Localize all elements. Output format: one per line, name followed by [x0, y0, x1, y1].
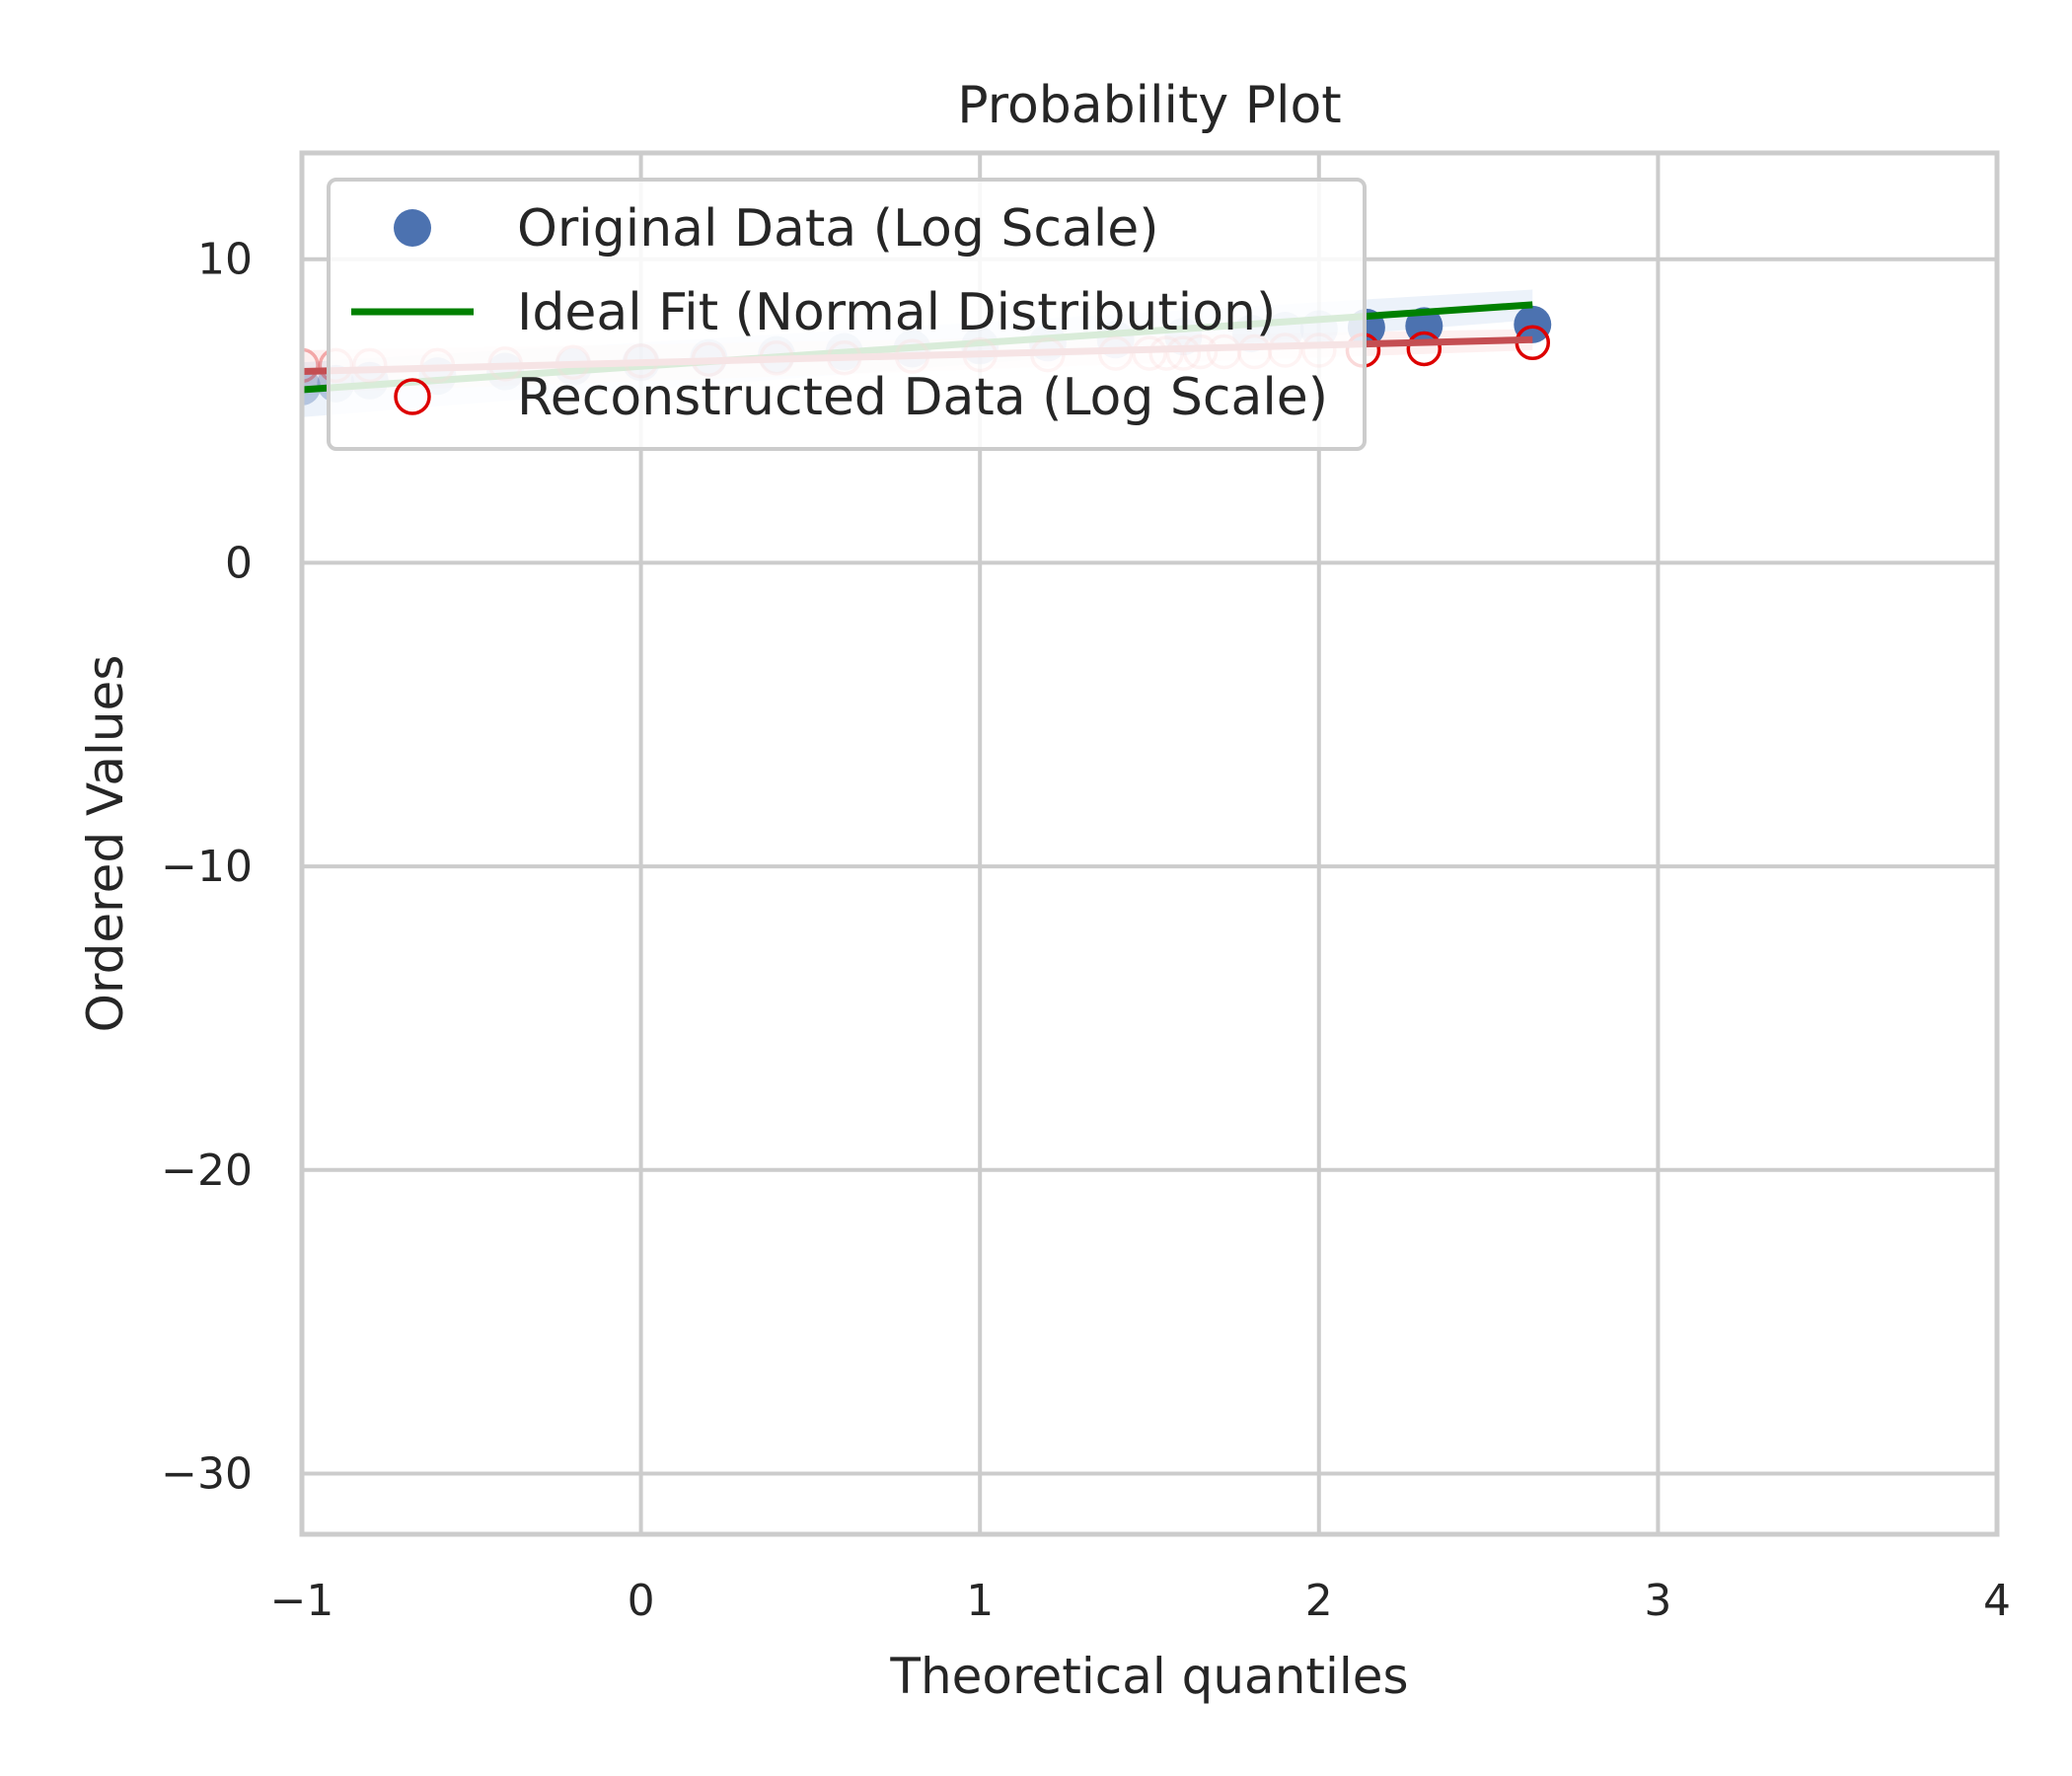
x-tick-label: 3 — [1644, 1576, 1671, 1626]
y-tick-label: 10 — [197, 235, 253, 285]
x-tick-label: −1 — [270, 1576, 334, 1626]
x-tick-label: 0 — [628, 1576, 655, 1626]
y-tick-label: 0 — [225, 538, 253, 588]
plot-frame — [299, 150, 2000, 1537]
reconstructed-data-point — [302, 347, 320, 384]
reconstructed-data-point — [1406, 331, 1443, 367]
legend-marker-reconstructed — [394, 378, 431, 415]
y-tick-label: −20 — [161, 1146, 253, 1196]
y-axis-title: Ordered Values — [77, 655, 134, 1033]
x-tick-label: 1 — [966, 1576, 994, 1626]
legend-label-original: Original Data (Log Scale) — [517, 199, 1159, 259]
original-data-point — [1514, 305, 1552, 343]
legend-label-reconstructed: Reconstructed Data (Log Scale) — [517, 368, 1328, 427]
y-tick-label: −30 — [161, 1448, 253, 1499]
y-tick-label: −10 — [161, 842, 253, 892]
x-axis-title: Theoretical quantiles — [889, 1648, 1408, 1705]
x-tick-label: 4 — [1983, 1576, 2011, 1626]
chart-title: Probability Plot — [957, 76, 1341, 135]
legend-label-ideal-fit: Ideal Fit (Normal Distribution) — [517, 283, 1276, 342]
legend-marker-original — [394, 209, 431, 247]
x-tick-label: 2 — [1305, 1576, 1333, 1626]
legend-box — [327, 178, 1367, 451]
legend: Original Data (Log Scale) Ideal Fit (Nor… — [327, 178, 1367, 451]
